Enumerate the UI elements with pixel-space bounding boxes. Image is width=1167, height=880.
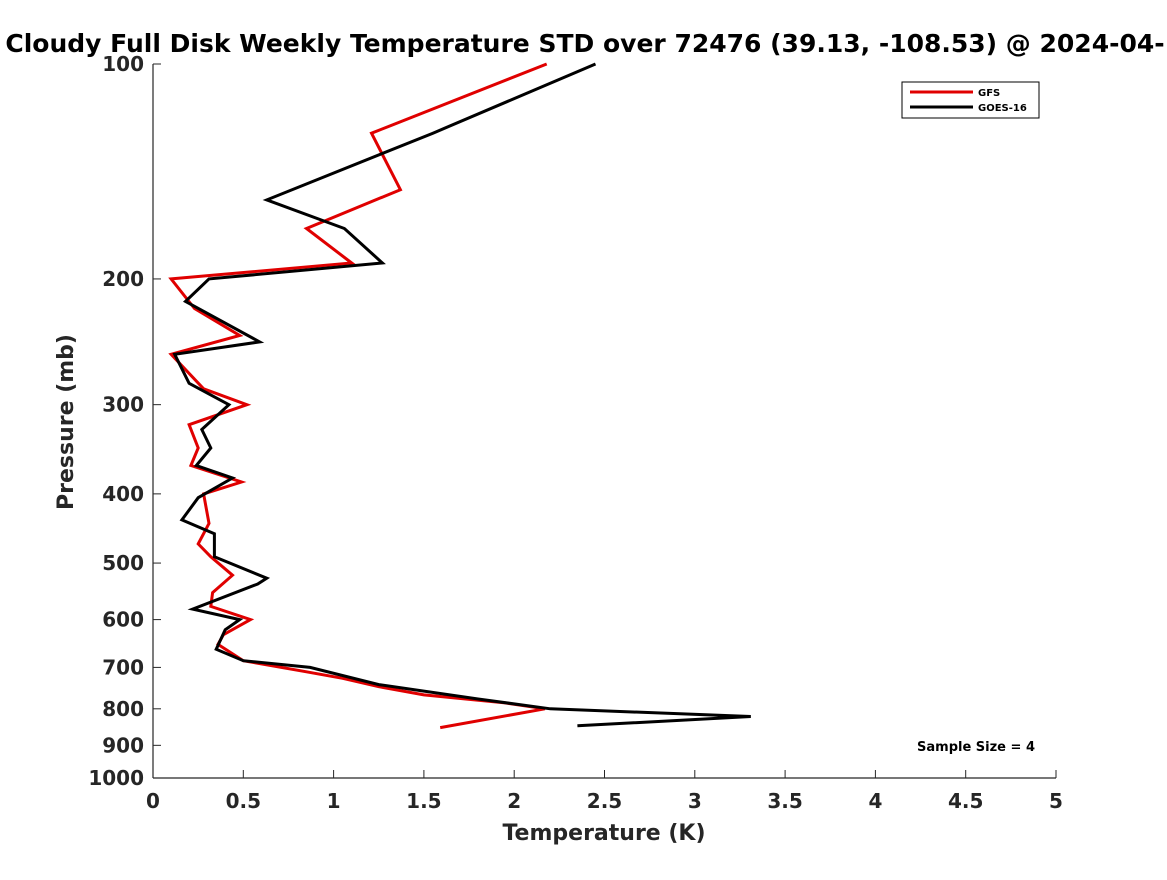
series-line-goes16 (172, 62, 751, 728)
y-axis-label: Pressure (mb) (54, 334, 79, 510)
y-tick-label: 100 (102, 52, 144, 76)
x-axis-label: Temperature (K) (502, 821, 705, 846)
data-series (168, 62, 751, 730)
x-tick-label: 3 (688, 789, 702, 813)
series-line-gfs (168, 62, 548, 730)
x-tick-label: 1 (327, 789, 341, 813)
x-tick-label: 4 (868, 789, 882, 813)
y-tick-label: 300 (102, 393, 144, 417)
y-tick-label: 700 (102, 655, 144, 679)
y-tick-label: 200 (102, 267, 144, 291)
x-tick-label: 5 (1049, 789, 1063, 813)
axes: 0 0.5 1 1.5 2 2.5 3 3.5 4 4.5 5 100 200 300 400 500 600 7… (88, 52, 1063, 813)
x-tick-label: 3.5 (767, 789, 802, 813)
chart-title: Cloudy Full Disk Weekly Temperature STD … (5, 29, 1164, 58)
legend-label-gfs: GFS (978, 88, 1000, 99)
x-tick-label: 4.5 (948, 789, 983, 813)
x-tick-label: 2 (507, 789, 521, 813)
x-tick-label: 0 (146, 789, 160, 813)
y-tick-label: 500 (102, 551, 144, 575)
sample-size-annotation: Sample Size = 4 (917, 740, 1035, 755)
y-tick-label: 800 (102, 697, 144, 721)
legend-box (901, 81, 1040, 119)
y-tick-label: 1000 (88, 766, 144, 790)
x-tick-label: 1.5 (406, 789, 441, 813)
x-tick-label: 2.5 (587, 789, 622, 813)
y-tick-label: 900 (102, 733, 144, 757)
y-tick-label: 400 (102, 482, 144, 506)
y-tick-label: 600 (102, 608, 144, 632)
legend-label-goes16: GOES-16 (978, 103, 1027, 114)
legend: GFS GOES-16 (901, 81, 1040, 119)
x-tick-label: 0.5 (226, 789, 261, 813)
